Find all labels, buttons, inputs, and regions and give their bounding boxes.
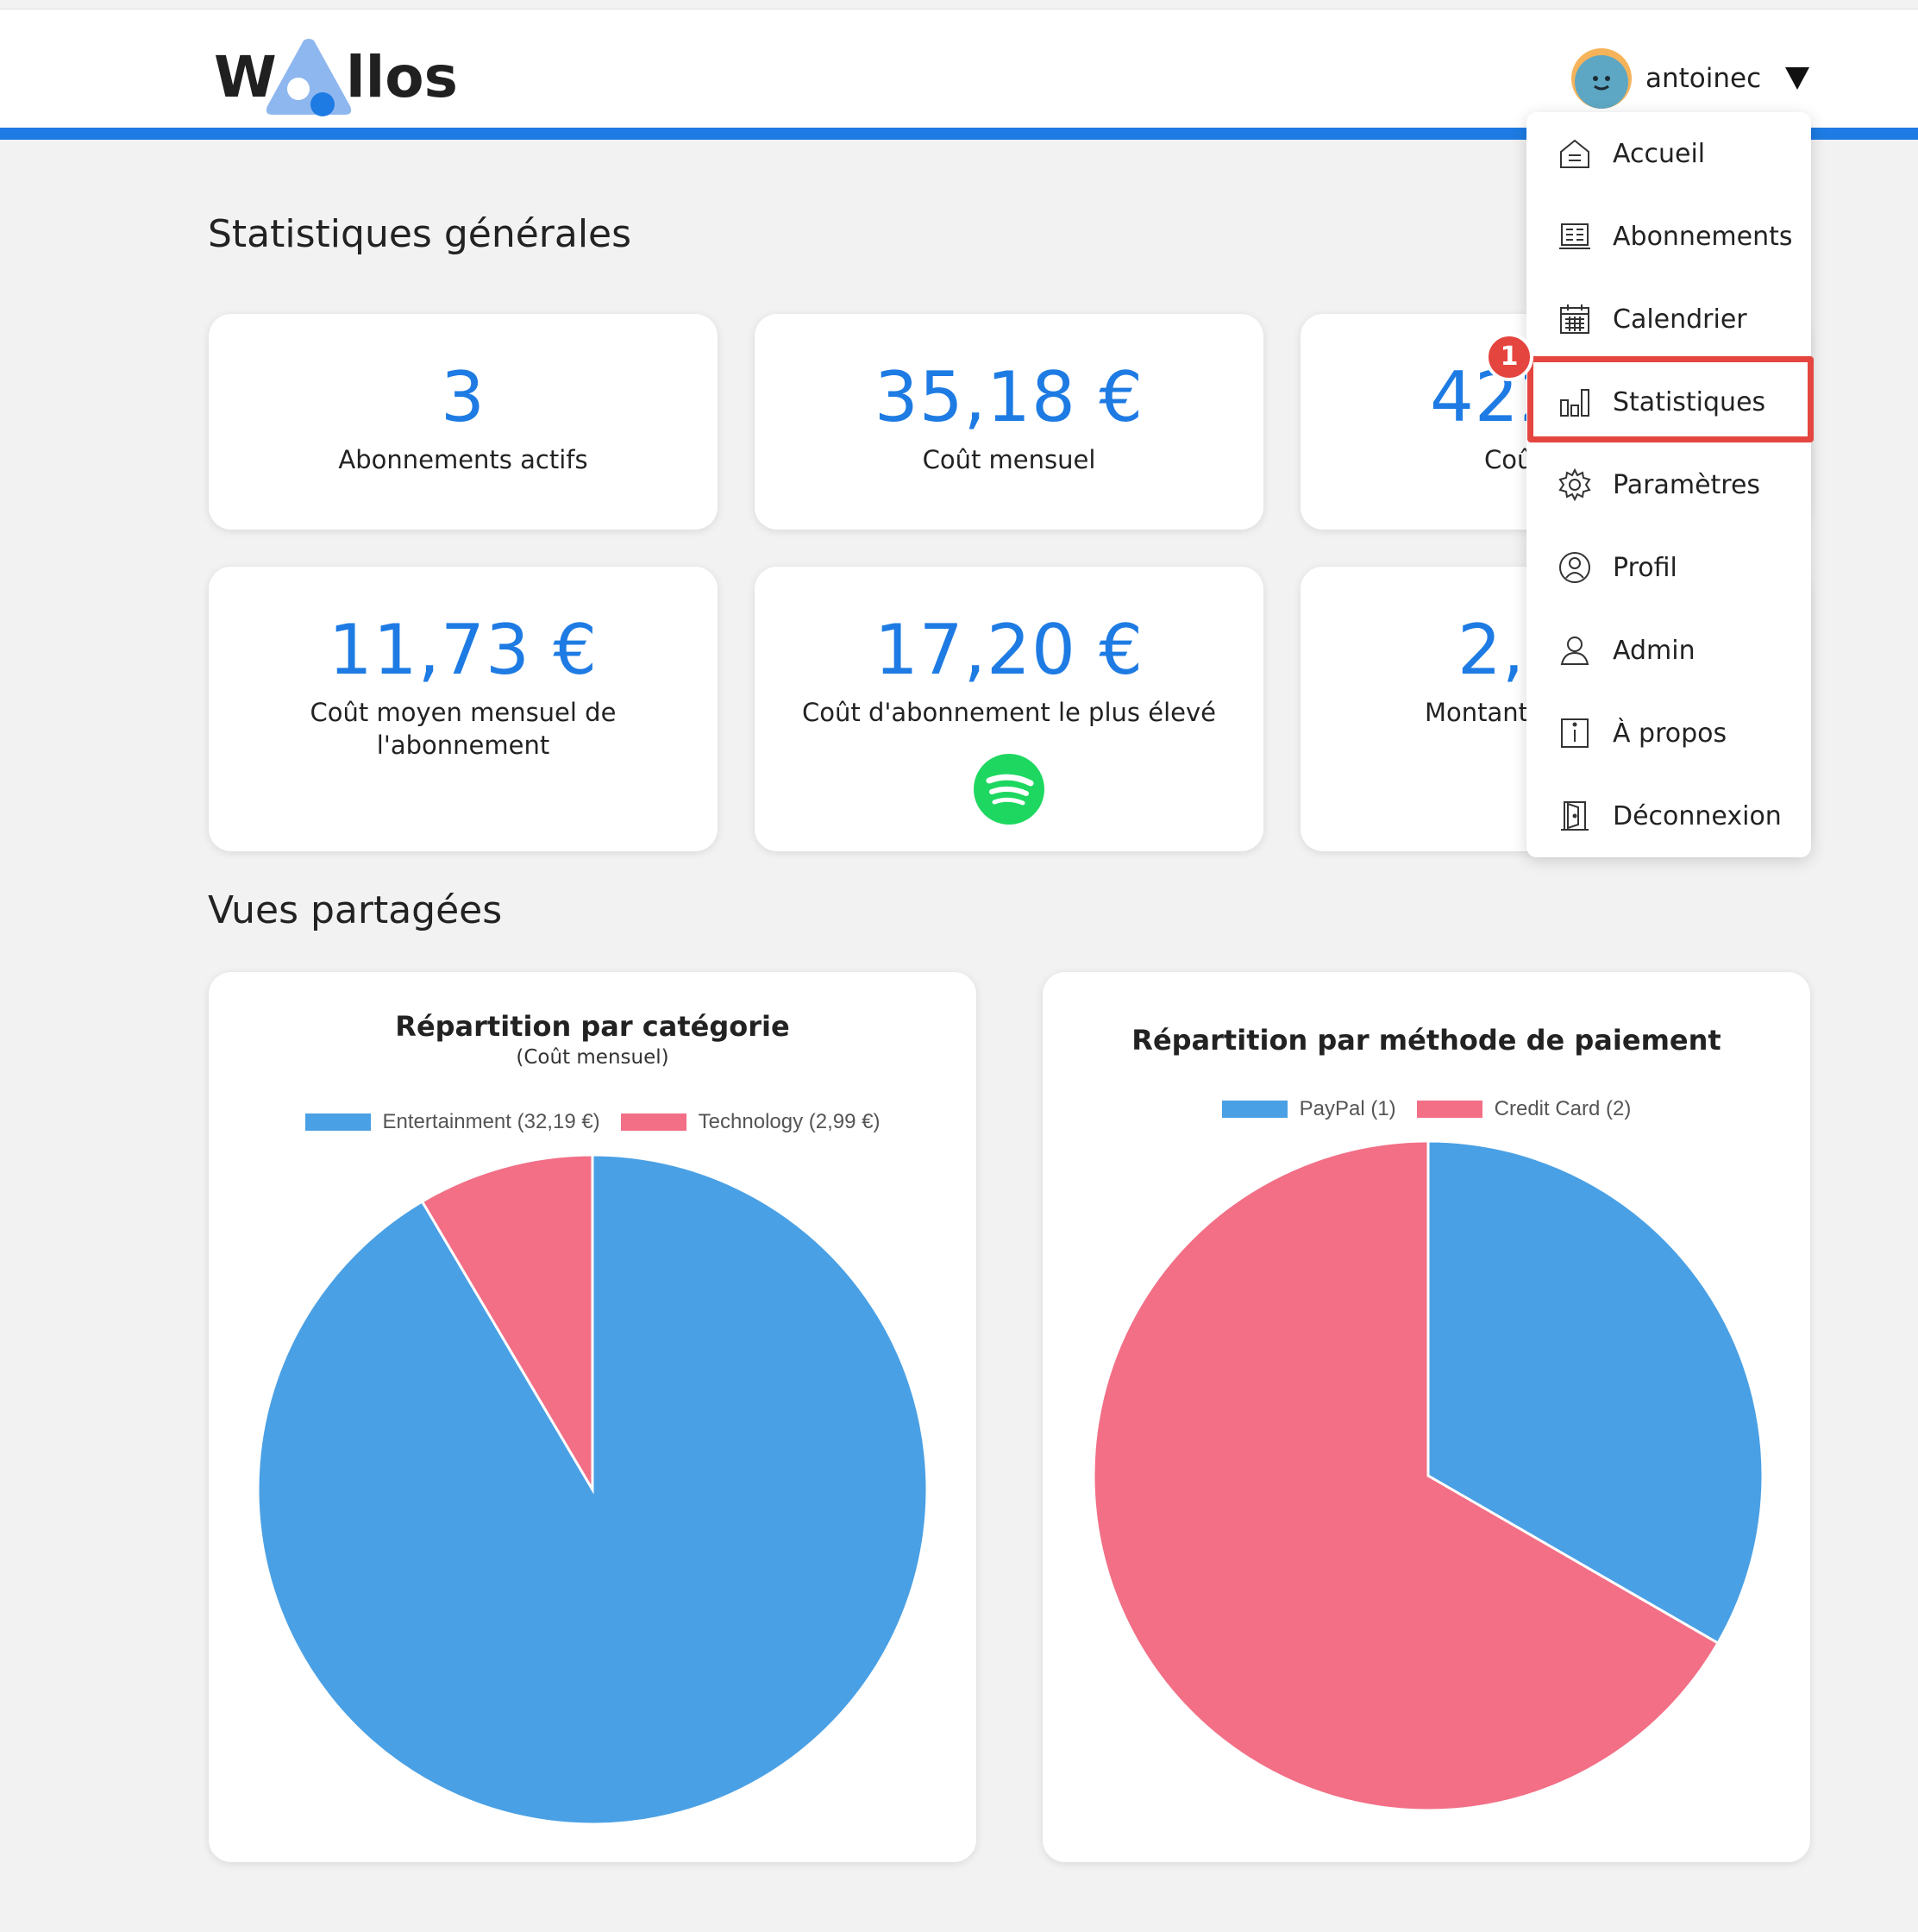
user-menu-toggle[interactable]: antoinec [1571,47,1810,110]
menu-item-label: Calendrier [1613,304,1747,335]
logo-text-w: W [214,44,277,110]
logo-mark-icon [266,39,352,116]
menu-item-label: Profil [1613,552,1677,583]
highlight-box-statistiques [1527,356,1814,442]
chart-card-payment: Répartition par méthode de paiement PayP… [1043,972,1810,1862]
stat-value: 3 [441,357,486,437]
menu-item-accueil[interactable]: Accueil [1526,112,1811,195]
pie-slice-2[interactable] [420,1153,594,1495]
menu-item-admin[interactable]: Admin [1526,609,1811,692]
stats-section-title: Statistiques générales [208,212,632,256]
chart-title: Répartition par catégorie [395,1010,790,1043]
shared-section-title: Vues partagées [208,888,503,932]
wallos-logo[interactable]: W llos [214,37,458,122]
stat-value: 11,73 € [328,610,599,690]
menu-item-label: Paramètres [1613,469,1761,500]
stat-label: Coût moyen mensuel de l'abonnement [310,698,617,760]
legend-label: Technology (2,99 €) [698,1110,881,1133]
stat-label: Coû [1484,445,1533,474]
chart-title: Répartition par méthode de paiement [1131,1024,1721,1057]
stat-label: Coût mensuel [922,445,1096,474]
legend-item[interactable]: Entertainment (32,19 €) [304,1110,600,1134]
chart-subtitle: (Coût mensuel) [516,1046,669,1069]
admin-icon [1560,637,1589,665]
logout-icon [1561,801,1589,831]
stat-label: Abonnements actifs [338,445,588,474]
pie-slice-2[interactable] [1092,1139,1721,1812]
step-badge: 1 [1485,333,1533,381]
stat-card-monthly-cost: 35,18 € Coût mensuel [755,314,1263,530]
stat-value: 17,20 € [874,610,1144,690]
legend-item[interactable]: PayPal (1) [1221,1097,1396,1121]
menu-item-parametres[interactable]: Paramètres [1526,443,1811,526]
chart-icon [1560,389,1589,417]
legend-swatch [620,1113,686,1131]
stat-label: Montant [1425,698,1529,727]
menu-item-label: Admin [1613,635,1695,666]
stat-card-highest-cost: 17,20 € Coût d'abonnement le plus élevé [755,567,1263,851]
username: antoinec [1645,63,1762,94]
menu-item-calendrier[interactable]: Calendrier [1526,278,1811,361]
pie-chart-category [256,1153,929,1826]
menu-item-profil[interactable]: Profil [1526,526,1811,609]
legend-label: PayPal (1) [1299,1097,1396,1120]
pie-slice-1[interactable] [1426,1139,1764,1646]
subscriptions-icon [1559,223,1590,249]
calendar-icon [1560,304,1589,334]
legend-swatch [304,1113,371,1131]
header: W llos antoinec [0,9,1918,129]
info-icon [1561,718,1589,748]
stat-value: 35,18 € [874,357,1144,437]
chart-card-category: Répartition par catégorie (Coût mensuel)… [209,972,976,1862]
legend-item[interactable]: Credit Card (2) [1416,1097,1632,1121]
menu-item-label: Abonnements [1613,221,1793,252]
avatar [1571,48,1632,109]
menu-item-label: Accueil [1613,138,1706,169]
legend-swatch [1416,1101,1482,1118]
menu-item-deconnexion[interactable]: Déconnexion [1526,775,1811,857]
legend-swatch [1221,1101,1288,1118]
menu-item-label: Statistiques [1613,386,1766,417]
stat-card-active-subscriptions: 3 Abonnements actifs [209,314,718,530]
chart-legend: Entertainment (32,19 €) Technology (2,99… [209,1110,976,1134]
legend-label: Credit Card (2) [1494,1097,1632,1120]
legend-item[interactable]: Technology (2,99 €) [620,1110,881,1134]
menu-item-abonnements[interactable]: Abonnements [1526,195,1811,278]
header-accent-bar [0,128,1918,140]
stat-card-average-cost: 11,73 € Coût moyen mensuel de l'abonneme… [209,567,718,851]
menu-item-statistiques[interactable]: Statistiques [1526,361,1811,443]
caret-down-icon [1785,67,1810,90]
spotify-logo-icon [974,754,1044,825]
logo-text-rest: llos [346,44,458,110]
stat-label: Coût d'abonnement le plus élevé [802,698,1216,727]
user-dropdown-menu: Accueil Abonnements Calendrier Statistiq… [1526,112,1811,857]
menu-item-label: Déconnexion [1613,800,1782,831]
profile-icon [1559,552,1590,583]
gear-icon [1558,467,1591,502]
legend-label: Entertainment (32,19 €) [382,1110,600,1133]
pie-chart-payment [1092,1139,1764,1812]
chart-legend: PayPal (1) Credit Card (2) [1043,1097,1810,1121]
menu-item-label: À propos [1613,718,1727,749]
menu-item-apropos[interactable]: À propos [1526,692,1811,775]
home-icon [1560,139,1589,168]
